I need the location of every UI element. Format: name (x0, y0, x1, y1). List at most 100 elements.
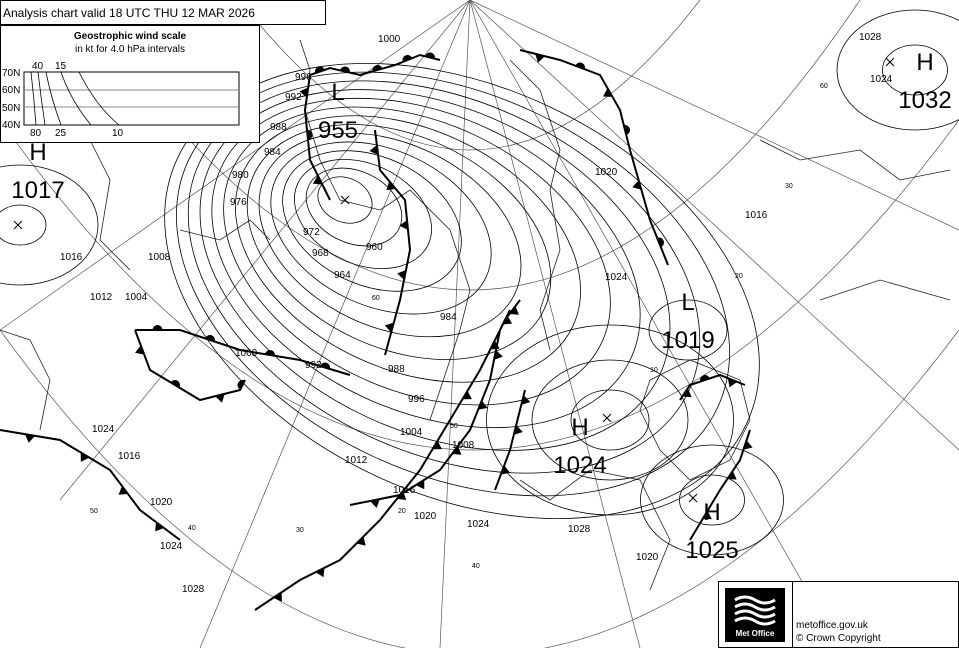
isobar-label: 1020 (636, 552, 659, 563)
isobar (836, 9, 959, 131)
front-triangle (299, 87, 309, 98)
isobar-label: 1000 (235, 348, 258, 359)
lat-40n: 40N (2, 120, 20, 131)
isobar-label: 1024 (160, 541, 183, 552)
isobar-label: 1020 (595, 167, 618, 178)
coastline (0, 139, 131, 431)
front-triangle (603, 88, 613, 97)
front-semicircle (623, 125, 630, 135)
isobar (246, 124, 552, 360)
centre-type-high: H (571, 414, 588, 441)
meridian (0, 0, 471, 331)
front-triangle (682, 388, 692, 397)
isobar-label: 968 (312, 248, 329, 259)
front-triangle (80, 452, 90, 462)
centre-pressure: 1017 (11, 177, 64, 204)
latitude-label: 30 (785, 183, 793, 190)
isobar (486, 324, 734, 516)
front-triangle (727, 470, 737, 480)
front-semicircle (700, 375, 710, 382)
cold-front (254, 299, 521, 611)
isobar (282, 150, 462, 292)
front-triangle (502, 315, 513, 325)
isobar (570, 389, 650, 451)
occluded-front (519, 49, 669, 266)
isobar-label: 1012 (345, 455, 368, 466)
isobar (164, 63, 760, 519)
isobar-label: 976 (230, 197, 247, 208)
front-semicircle (575, 62, 585, 70)
isobar-label: 988 (270, 122, 287, 133)
isobar-label: 1024 (92, 424, 115, 435)
isobar-labels: 1000 996 992 988 984 980 976 972 968 964 960 1004 10… (60, 32, 893, 595)
latitude-label: 30 (296, 527, 304, 534)
lat-60n: 60N (2, 85, 20, 96)
isobar-label: 1016 (118, 451, 141, 462)
front-triangle (369, 145, 379, 155)
cold-front (349, 309, 511, 506)
centre-pressure: 1024 (553, 452, 606, 479)
isobar-label: 1016 (745, 210, 768, 221)
latitude-label: 50 (450, 423, 458, 430)
front-triangle (397, 270, 406, 280)
isobar (258, 132, 522, 338)
meridian (199, 0, 471, 648)
isobar-label: 988 (388, 364, 405, 375)
latitude-label: 10 (650, 367, 658, 374)
latitude-label: 50 (90, 508, 98, 515)
wind-scale-subtitle: in kt for 4.0 hPa intervals (74, 44, 186, 55)
front-triangle (727, 378, 738, 388)
isobar (176, 71, 730, 497)
isobar-label: 1008 (148, 252, 171, 263)
front-triangle (25, 434, 35, 443)
isobar (648, 299, 728, 361)
isobar-label: 992 (285, 92, 302, 103)
isobar-label: 1024 (870, 74, 893, 85)
meridian (469, 0, 959, 451)
isobar (199, 89, 671, 451)
coastline (519, 469, 671, 591)
isobar (223, 106, 611, 406)
parallel (0, 119, 959, 451)
website-link[interactable]: metoffice.gov.uk (796, 620, 868, 631)
front-triangle (215, 393, 225, 403)
centre-pressure: 1025 (685, 537, 738, 564)
parallel (0, 329, 959, 648)
logo-text: Met Office (735, 629, 775, 638)
geostrophic-wind-scale: Geostrophic wind scale in kt for 4.0 hPa… (0, 25, 260, 143)
warm-front (135, 329, 351, 376)
scale-bottom-25: 25 (55, 128, 67, 139)
isobar (0, 164, 99, 286)
centre-marker-icon (340, 195, 350, 205)
centre-type-high: H (703, 499, 720, 526)
front-semicircle (314, 66, 325, 74)
isobar-label: 1028 (568, 524, 591, 535)
meridian (469, 0, 641, 648)
scale-top-40: 40 (32, 61, 44, 72)
front-triangle (386, 181, 396, 191)
isobar (235, 115, 581, 383)
isobar-label: 996 (408, 394, 425, 405)
footer-box: Met Office metoffice.gov.uk © Crown Copy… (718, 581, 959, 648)
latitude-label: 20 (398, 508, 406, 515)
front-semicircle (265, 349, 276, 356)
isobar-label: 1028 (182, 584, 205, 595)
scale-bottom-10: 10 (112, 128, 124, 139)
latitude-label: 60 (820, 83, 828, 90)
isobar-label: 960 (366, 242, 383, 253)
occluded-front (134, 329, 246, 402)
front-semicircle (307, 130, 313, 140)
coastline (179, 219, 271, 241)
front-semicircle (657, 237, 664, 248)
front-triangle (356, 536, 366, 546)
front-triangle (135, 345, 145, 355)
front-triangle (399, 220, 408, 230)
waves-icon (734, 595, 776, 626)
isobar-label: 1000 (378, 34, 401, 45)
isobar (305, 167, 403, 247)
coastline (639, 359, 751, 481)
isobar-label: 1024 (605, 272, 628, 283)
isobar (294, 159, 432, 269)
isobar-label: 1016 (393, 485, 416, 496)
front-triangle (452, 446, 462, 455)
